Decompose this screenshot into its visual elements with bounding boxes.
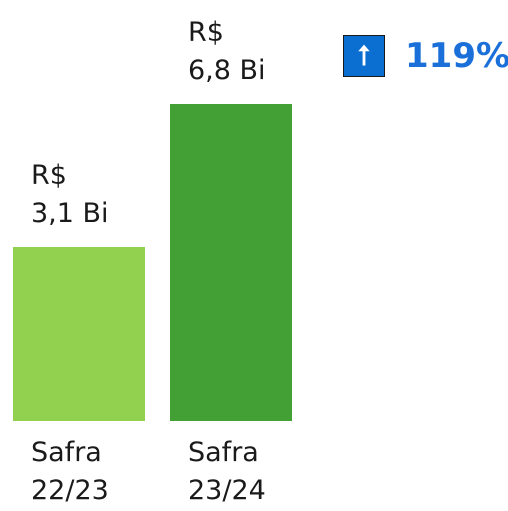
arrow-head (358, 44, 370, 52)
value-label: R$ 3,1 Bi (31, 160, 109, 230)
value-label: R$ 6,8 Bi (188, 17, 266, 87)
bar (13, 247, 145, 421)
bar (170, 104, 292, 421)
change-annotation: 119% (405, 36, 508, 76)
x-tick-label: Safra 23/24 (188, 437, 266, 506)
up-arrow-icon (343, 35, 385, 77)
x-tick-label: Safra 22/23 (31, 437, 109, 506)
